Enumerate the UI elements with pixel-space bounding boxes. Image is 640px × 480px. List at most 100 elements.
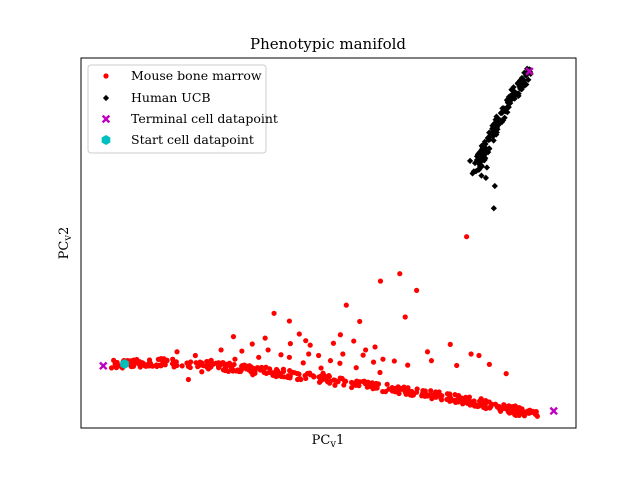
mouse-bone-marrow-point bbox=[303, 375, 309, 382]
mouse-bone-marrow-point bbox=[340, 351, 346, 357]
mouse-bone-marrow-point bbox=[261, 369, 267, 376]
mouse-bone-marrow-point bbox=[136, 358, 143, 365]
mouse-bone-marrow-point bbox=[337, 360, 343, 366]
human-ucb-point bbox=[492, 116, 499, 123]
human-ucb-point bbox=[501, 114, 508, 121]
human-ucb-point bbox=[490, 128, 498, 135]
human-ucb-point bbox=[510, 90, 517, 97]
mouse-bone-marrow-point bbox=[377, 278, 384, 284]
mouse-bone-marrow-point bbox=[483, 405, 489, 412]
mouse-bone-marrow-point bbox=[259, 364, 265, 370]
mouse-bone-marrow-point bbox=[265, 347, 271, 353]
human-ucb-point bbox=[485, 134, 492, 141]
mouse-bone-marrow-point bbox=[146, 357, 153, 363]
mouse-bone-marrow-point bbox=[467, 402, 473, 408]
mouse-bone-marrow-point bbox=[350, 380, 357, 386]
y-axis-label-main: PC bbox=[57, 241, 72, 260]
human-ucb-point bbox=[482, 174, 490, 181]
mouse-bone-marrow-point bbox=[157, 356, 163, 362]
mouse-bone-marrow-point bbox=[230, 334, 237, 340]
mouse-bone-marrow-point bbox=[111, 357, 117, 363]
mouse-bone-marrow-point bbox=[349, 384, 355, 391]
mouse-bone-marrow-point bbox=[335, 379, 341, 385]
mouse-bone-marrow-point bbox=[513, 409, 519, 415]
human-ucb-point bbox=[504, 98, 512, 106]
mouse-bone-marrow-point bbox=[222, 362, 228, 369]
mouse-bone-marrow-point bbox=[455, 399, 461, 405]
mouse-bone-marrow-point bbox=[252, 366, 259, 373]
mouse-bone-marrow-point bbox=[330, 340, 337, 346]
mouse-bone-marrow-point bbox=[278, 352, 284, 358]
mouse-bone-marrow-point bbox=[444, 396, 450, 403]
mouse-bone-marrow-point bbox=[280, 366, 287, 372]
terminal-cell-datapoint-point bbox=[525, 67, 534, 76]
human-ucb-point bbox=[518, 84, 525, 91]
x-axis-label: PCv1 bbox=[312, 433, 345, 450]
mouse-bone-marrow-point bbox=[289, 369, 295, 375]
y-axis-label-suffix: 2 bbox=[57, 227, 72, 235]
human-ucb-point bbox=[473, 153, 481, 160]
legend-label-terminal: Terminal cell datapoint bbox=[131, 111, 278, 126]
mouse-bone-marrow-point bbox=[419, 391, 425, 398]
mouse-bone-marrow-point bbox=[339, 375, 345, 382]
terminal-cell-datapoint-point bbox=[99, 361, 108, 371]
legend-label-start: Start cell datapoint bbox=[131, 132, 254, 147]
mouse-bone-marrow-point bbox=[300, 360, 306, 366]
mouse-bone-marrow-point bbox=[389, 384, 395, 391]
mouse-bone-marrow-point bbox=[218, 347, 224, 353]
human-ucb-point bbox=[481, 138, 488, 145]
mouse-bone-marrow-point bbox=[533, 408, 539, 415]
mouse-bone-marrow-point bbox=[468, 351, 474, 357]
mouse-bone-marrow-point bbox=[250, 372, 256, 378]
mouse-bone-marrow-point bbox=[370, 359, 377, 365]
human-ucb-point bbox=[476, 162, 484, 170]
human-ucb-point bbox=[493, 122, 500, 129]
mouse-bone-marrow-point bbox=[361, 378, 367, 384]
mouse-bone-marrow-point bbox=[429, 396, 435, 402]
mouse-bone-marrow-point bbox=[414, 386, 420, 392]
y-axis-label: PCv2 bbox=[57, 227, 74, 260]
human-ucb-point bbox=[501, 107, 508, 115]
mouse-bone-marrow-point bbox=[433, 389, 439, 395]
mouse-bone-marrow-point bbox=[316, 352, 322, 359]
mouse-bone-marrow-point bbox=[522, 410, 528, 417]
x-axis-label-main: PC bbox=[312, 433, 331, 448]
mouse-bone-marrow-point bbox=[327, 358, 334, 364]
human-ucb-point bbox=[519, 80, 527, 87]
plot-area bbox=[99, 65, 558, 419]
mouse-bone-marrow-point bbox=[380, 388, 386, 395]
legend-marker-terminal-cell-datapoint bbox=[101, 114, 111, 124]
mouse-bone-marrow-point bbox=[286, 318, 292, 324]
mouse-bone-marrow-point bbox=[108, 365, 115, 371]
mouse-bone-marrow-point bbox=[428, 358, 435, 364]
mouse-bone-marrow-point bbox=[422, 388, 428, 394]
mouse-bone-marrow-point bbox=[380, 356, 386, 362]
mouse-bone-marrow-point bbox=[112, 361, 118, 367]
mouse-bone-marrow-point bbox=[287, 341, 293, 347]
mouse-bone-marrow-point bbox=[142, 363, 148, 369]
mouse-bone-marrow-point bbox=[391, 358, 397, 364]
mouse-bone-marrow-point bbox=[402, 314, 408, 320]
mouse-bone-marrow-point bbox=[357, 318, 363, 325]
human-ucb-point bbox=[483, 146, 490, 153]
mouse-bone-marrow-point bbox=[407, 392, 413, 398]
x-axis-label-suffix: 1 bbox=[336, 433, 344, 448]
mouse-bone-marrow-point bbox=[332, 382, 338, 388]
mouse-bone-marrow-point bbox=[267, 366, 273, 372]
mouse-bone-marrow-point bbox=[187, 364, 193, 371]
mouse-bone-marrow-point bbox=[403, 391, 409, 397]
mouse-bone-marrow-point bbox=[528, 409, 534, 415]
mouse-bone-marrow-point bbox=[439, 393, 445, 399]
mouse-bone-marrow-point bbox=[130, 363, 137, 369]
mouse-bone-marrow-point bbox=[199, 369, 205, 375]
legend: Mouse bone marrow Human UCB Terminal cel… bbox=[87, 64, 278, 154]
mouse-bone-marrow-point bbox=[478, 398, 484, 404]
mouse-bone-marrow-point bbox=[395, 384, 401, 390]
mouse-bone-marrow-point bbox=[503, 406, 509, 412]
mouse-bone-marrow-point bbox=[307, 342, 313, 348]
human-ucb-point bbox=[489, 133, 497, 140]
mouse-bone-marrow-point bbox=[495, 403, 501, 409]
mouse-bone-marrow-point bbox=[476, 352, 482, 359]
mouse-bone-marrow-point bbox=[424, 349, 431, 355]
mouse-bone-marrow-point bbox=[306, 351, 312, 357]
